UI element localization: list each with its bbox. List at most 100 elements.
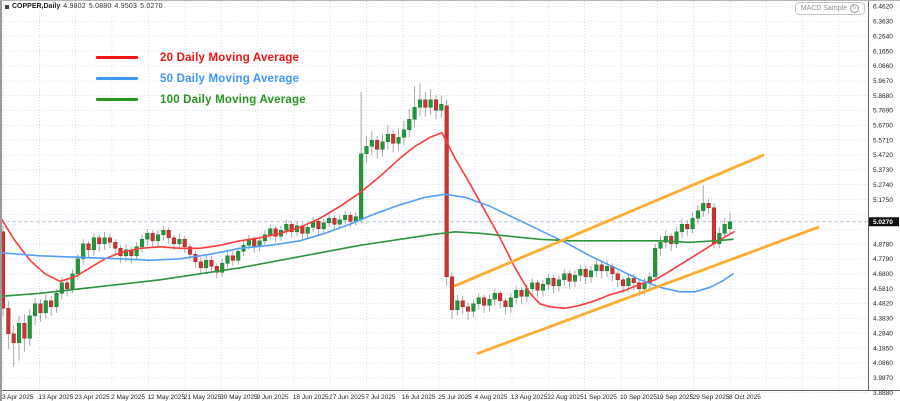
price-axis-label[interactable]: 5.1750 xyxy=(873,197,893,204)
candle-down xyxy=(97,237,102,245)
candle-down xyxy=(209,260,214,267)
price-axis-label[interactable]: 4.6800 xyxy=(873,271,893,278)
candle-down xyxy=(466,306,471,312)
candle-down xyxy=(166,230,171,239)
price-axis-label[interactable]: 4.0860 xyxy=(873,360,893,367)
indicator-button[interactable]: MACD Sample ↻ xyxy=(794,2,865,15)
candle-down xyxy=(182,239,187,248)
price-axis-label[interactable]: 4.5810 xyxy=(873,286,893,293)
date-axis-label[interactable]: 9 Jun 2025 xyxy=(256,394,289,401)
price-axis-label[interactable]: 6.4620 xyxy=(873,4,893,11)
ohlc-open: 4.9802 xyxy=(63,3,86,10)
candle-up xyxy=(722,224,727,234)
candle-down xyxy=(107,237,112,243)
candle-down xyxy=(551,278,556,287)
candle-down xyxy=(11,333,16,344)
date-axis-label[interactable]: 3 Apr 2025 xyxy=(2,394,34,401)
date-axis-label[interactable]: 16 Jul 2025 xyxy=(402,394,436,401)
date-axis-label[interactable]: 18 Jun 2025 xyxy=(293,394,329,401)
date-axis-label[interactable]: 12 May 2025 xyxy=(147,394,185,401)
date-axis-label[interactable]: 13 Apr 2025 xyxy=(38,394,73,401)
candle-up xyxy=(514,290,519,299)
ma20-legend-label: 20 Daily Moving Average xyxy=(160,51,300,64)
candle-up xyxy=(727,221,733,230)
price-axis-label[interactable]: 5.7690 xyxy=(873,108,893,115)
date-axis-label[interactable]: 22 Aug 2025 xyxy=(547,394,584,401)
candle-down xyxy=(444,105,449,278)
candle-up xyxy=(455,300,460,311)
date-axis-label[interactable]: 10 Sep 2025 xyxy=(620,394,657,401)
price-axis-label[interactable]: 5.4720 xyxy=(873,152,893,159)
candle-up xyxy=(268,228,273,236)
price-axis-label[interactable]: 5.9670 xyxy=(873,78,893,85)
date-axis-label[interactable]: 23 Apr 2025 xyxy=(75,394,110,401)
candle-up xyxy=(540,284,545,291)
candle-down xyxy=(230,255,235,261)
price-axis-label[interactable]: 5.6700 xyxy=(873,123,893,130)
price-axis-label[interactable]: 3.9870 xyxy=(873,375,893,382)
price-axis-label[interactable]: 4.2840 xyxy=(873,330,893,337)
candle-up xyxy=(54,293,59,308)
date-axis-label[interactable]: 4 Aug 2025 xyxy=(475,394,508,401)
candle-up xyxy=(487,299,492,306)
candle-up xyxy=(658,242,663,249)
candle-up xyxy=(327,218,332,224)
price-axis-label[interactable]: 4.8780 xyxy=(873,241,893,248)
candle-down xyxy=(86,243,91,251)
date-axis-label[interactable]: 2 May 2025 xyxy=(111,394,145,401)
price-axis-label[interactable]: 5.2740 xyxy=(873,182,893,189)
date-axis-label[interactable]: 25 Jul 2025 xyxy=(438,394,472,401)
candle-up xyxy=(572,275,578,282)
candle-up xyxy=(428,99,433,108)
price-axis-label[interactable]: 3.8880 xyxy=(873,390,893,397)
candle-up xyxy=(701,203,706,212)
legend-item-ma50: 50 Daily Moving Average xyxy=(96,68,306,89)
candle-down xyxy=(503,300,508,308)
candle-down xyxy=(498,293,503,302)
date-axis-label[interactable]: 30 May 2025 xyxy=(220,394,258,401)
candle-up xyxy=(604,266,610,272)
price-axis-label[interactable]: 6.2640 xyxy=(873,33,893,40)
candle-up xyxy=(204,260,209,269)
candle-down xyxy=(22,323,27,339)
price-axis-label[interactable]: 6.0660 xyxy=(873,63,893,70)
candle-up xyxy=(81,243,86,260)
date-axis-label[interactable]: 19 Sep 2025 xyxy=(656,394,693,401)
candle-up xyxy=(321,222,326,230)
candle-up xyxy=(369,140,374,147)
ohlc-low: 4.9503 xyxy=(114,3,138,10)
price-axis-label[interactable]: 4.7790 xyxy=(873,256,893,263)
trendline-lower[interactable] xyxy=(476,225,820,355)
candle-up xyxy=(417,99,422,108)
price-axis-label[interactable]: 4.3830 xyxy=(873,316,893,323)
candle-up xyxy=(33,303,38,317)
candle-down xyxy=(172,237,177,245)
date-axis-label[interactable]: 13 Aug 2025 xyxy=(511,394,548,401)
candle-down xyxy=(460,300,465,308)
candle-down xyxy=(711,207,717,245)
date-axis-label[interactable]: 7 Jul 2025 xyxy=(366,394,396,401)
candle-down xyxy=(332,218,337,225)
price-axis-label[interactable]: 6.3630 xyxy=(873,19,893,26)
date-axis-label[interactable]: 21 May 2025 xyxy=(184,394,222,401)
candle-down xyxy=(567,273,572,282)
candle-up xyxy=(508,297,513,308)
price-axis-label[interactable]: 5.5710 xyxy=(873,137,893,144)
date-axis-label[interactable]: 1 Sep 2025 xyxy=(584,394,618,401)
trendline-upper[interactable] xyxy=(453,153,765,288)
candle-down xyxy=(391,134,396,144)
candle-up xyxy=(380,141,385,150)
date-axis-label[interactable]: 27 Jun 2025 xyxy=(329,394,365,401)
candle-up xyxy=(396,137,401,144)
price-axis-label[interactable]: 5.3730 xyxy=(873,167,893,174)
candle-up xyxy=(236,251,241,261)
date-axis-label[interactable]: 8 Oct 2025 xyxy=(729,394,761,401)
candle-up xyxy=(284,224,289,231)
price-axis-label[interactable]: 5.8680 xyxy=(873,93,893,100)
price-axis-label[interactable]: 4.4820 xyxy=(873,301,893,308)
candle-down xyxy=(449,276,455,311)
date-axis-label[interactable]: 29 Sep 2025 xyxy=(693,394,730,401)
price-axis-label[interactable]: 6.1650 xyxy=(873,48,893,55)
price-axis-label[interactable]: 4.1850 xyxy=(873,345,893,352)
